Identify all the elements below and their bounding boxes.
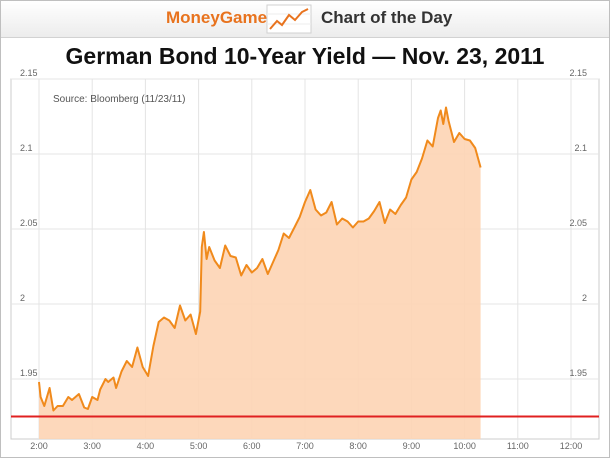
source-label: Source: Bloomberg (11/23/11) [53,94,185,105]
y-tick-label: 2 [20,293,25,303]
x-tick-label: 6:00 [243,441,261,451]
x-tick-label: 4:00 [137,441,155,451]
x-tick-label: 8:00 [349,441,367,451]
x-tick-label: 7:00 [296,441,314,451]
rising-line-icon [266,4,312,34]
y-tick-label: 2.1 [20,143,33,153]
y-axis-right: 2.15 2.1 2.05 2 1.95 [569,68,587,378]
y-tick-label-right: 2.1 [574,143,587,153]
chart-title: German Bond 10-Year Yield — Nov. 23, 201… [65,43,545,69]
x-tick-label: 3:00 [83,441,101,451]
x-tick-label: 12:00 [560,441,583,451]
banner-label: Chart of the Day [321,8,453,27]
x-tick-label: 9:00 [403,441,421,451]
yield-line [38,106,482,412]
banner: MoneyGame Chart of the Day [1,1,609,38]
y-tick-label: 1.95 [20,368,38,378]
x-tick-label: 10:00 [453,441,476,451]
y-axis-left: 2.15 2.1 2.05 2 1.95 [20,68,38,378]
brand-name: MoneyGame [166,8,268,27]
y-tick-label-right: 2.05 [569,218,587,228]
y-tick-label: 2.05 [20,218,38,228]
x-tick-label: 2:00 [30,441,48,451]
y-tick-label: 2.15 [20,68,38,78]
x-tick-label: 5:00 [190,441,208,451]
y-tick-label-right: 2 [582,293,587,303]
yield-area [39,107,481,439]
y-tick-label-right: 1.95 [569,368,587,378]
x-axis: 2:00 3:00 4:00 5:00 6:00 7:00 8:00 9:00 10:00 11:… [30,441,582,451]
y-tick-label-right: 2.15 [569,68,587,78]
x-tick-label: 11:00 [507,441,529,451]
